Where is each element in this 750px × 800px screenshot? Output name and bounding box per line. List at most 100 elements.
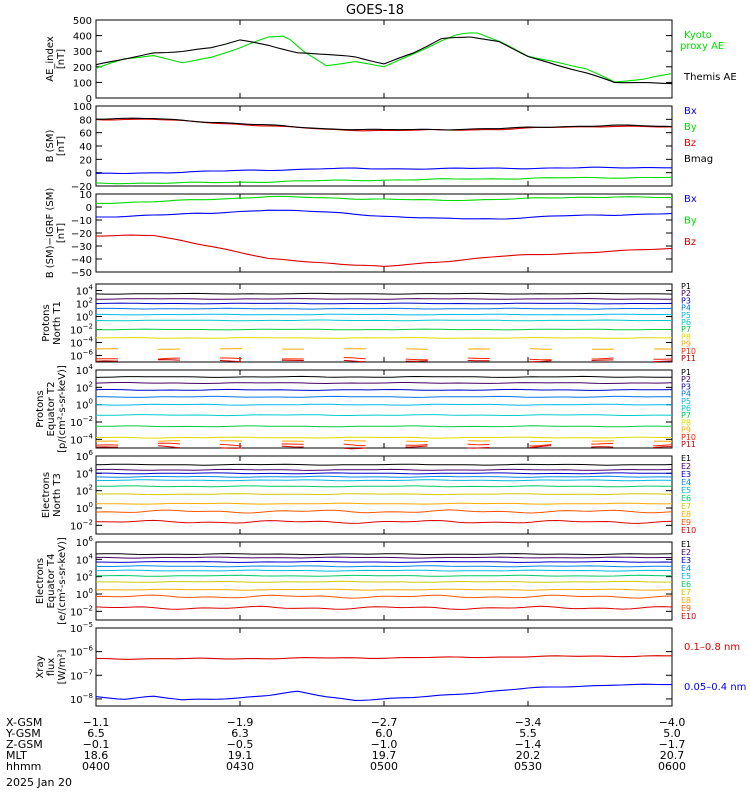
- channel-line: [95, 594, 673, 599]
- ephemeris-value: 0500: [370, 760, 398, 773]
- panel-frame: [95, 19, 673, 99]
- y-tick-label: 102: [76, 297, 93, 311]
- legend-label: Kyoto proxy AE: [680, 30, 724, 52]
- series-line: [95, 655, 672, 660]
- series-line: [95, 32, 673, 83]
- series-line: [95, 683, 672, 701]
- legend-label: Bmag: [684, 154, 713, 165]
- legend-label: Bz: [684, 138, 696, 149]
- legend-label: Themis AE: [683, 72, 737, 83]
- channel-label: P9: [681, 340, 691, 349]
- channel-line: [95, 479, 673, 482]
- channel-label: E6: [681, 580, 691, 589]
- series-line: [96, 209, 673, 220]
- y-tick-label: 40: [79, 142, 92, 153]
- channel-line: [95, 328, 673, 331]
- channel-line: [95, 519, 673, 524]
- y-axis-label: AE_index[nT]: [45, 36, 67, 82]
- channel-label: P3: [681, 382, 691, 391]
- channel-label: P1: [681, 282, 691, 291]
- y-tick-label: −40: [71, 255, 92, 266]
- channel-label: E9: [681, 604, 691, 613]
- ephemeris-value: 6.3: [231, 727, 249, 740]
- y-tick-label: 300: [73, 47, 92, 58]
- legend-label: 0.05–0.4 nm: [684, 682, 746, 693]
- channel-label: P7: [681, 411, 691, 420]
- y-tick-label: −30: [71, 242, 92, 253]
- y-axis-label: ProtonsEquator T2[p/(cm²-s-sr-keV)]: [35, 365, 68, 453]
- channel-line: [95, 468, 673, 471]
- ephemeris-value: −0.5: [227, 738, 254, 751]
- legend-label: Bz: [684, 237, 696, 248]
- ephemeris-row-label: hhmm: [6, 760, 41, 773]
- channel-line: [96, 337, 672, 339]
- channel-line: [95, 588, 673, 591]
- y-axis-label: ElectronsEquator T4[e/(cm²-s-sr-keV)]: [35, 537, 68, 625]
- y-tick-label: 104: [76, 284, 94, 298]
- y-tick-label: 100: [73, 78, 92, 89]
- legend-label: By: [684, 122, 697, 133]
- channel-label: P4: [681, 304, 691, 313]
- channel-line: [95, 375, 673, 378]
- series-line: [95, 195, 672, 204]
- y-tick-label: −20: [71, 229, 92, 240]
- y-axis-label: Xrayflux[W/m²]: [35, 649, 68, 684]
- ephemeris-value: −3.4: [515, 716, 542, 729]
- panel-frame: [95, 193, 673, 273]
- channel-line: [95, 463, 673, 466]
- channel-line: [95, 560, 673, 563]
- ephemeris-table: X-GSM −1.1 −1.9 −2.7 −3.4 −4.0 Y-GSM 6.5 6.3 6.0 5…: [5, 716, 686, 773]
- channel-line: [95, 319, 672, 322]
- channel-line: [96, 348, 672, 350]
- channel-line: [95, 292, 673, 295]
- channel-label: E7: [681, 588, 691, 597]
- y-tick-label: 100: [76, 310, 93, 324]
- y-tick-label: 10−4: [70, 336, 94, 350]
- channel-label: E10: [681, 612, 696, 621]
- legend-label: By: [684, 215, 697, 226]
- series-line: [96, 234, 673, 267]
- ephemeris-row-label: Y-GSM: [5, 727, 41, 740]
- y-tick-label: 102: [76, 380, 93, 394]
- y-axis-label: ProtonsNorth T1: [41, 301, 63, 345]
- channel-line: [95, 565, 673, 568]
- y-axis-label: B (SM)[nT]: [45, 129, 67, 162]
- channel-label: E4: [681, 564, 691, 573]
- channel-label: E2: [681, 548, 691, 557]
- ephemeris-value: 0600: [658, 760, 686, 773]
- y-tick-label: 100: [76, 501, 93, 515]
- y-tick-label: 10−8: [70, 692, 93, 706]
- y-tick-label: 60: [79, 129, 92, 140]
- legend-label: Bx: [684, 106, 697, 117]
- channel-line: [96, 574, 672, 577]
- channel-line: [96, 472, 673, 475]
- channel-label: E10: [681, 526, 696, 535]
- channel-line: [95, 553, 673, 556]
- channel-line: [95, 395, 672, 398]
- y-tick-label: 102: [76, 570, 93, 584]
- channel-label: P11: [681, 354, 696, 363]
- ephemeris-value: 5.0: [663, 727, 681, 740]
- y-tick-label: 10−2: [70, 518, 93, 532]
- channel-line: [96, 569, 672, 572]
- ephemeris-value: −1.7: [659, 738, 686, 751]
- ephemeris-value: −2.7: [371, 716, 398, 729]
- ephemeris-value: −1.9: [227, 716, 254, 729]
- series-line: [95, 176, 673, 185]
- y-tick-label: 10−6: [70, 645, 94, 659]
- y-tick-label: 104: [76, 466, 94, 480]
- y-tick-label: 0: [86, 169, 92, 180]
- channel-label: P8: [681, 418, 691, 427]
- series-line: [95, 36, 673, 85]
- channel-line: [95, 403, 673, 406]
- ephemeris-value: 19.1: [228, 749, 253, 762]
- ephemeris-row-label: MLT: [6, 749, 27, 762]
- y-tick-label: 10: [79, 190, 92, 201]
- y-tick-label: 10−2: [70, 604, 93, 618]
- channel-line: [95, 388, 673, 391]
- y-tick-label: −10: [71, 216, 92, 227]
- ephemeris-value: 20.7: [660, 749, 685, 762]
- channel-line: [95, 302, 673, 305]
- channel-line: [96, 439, 673, 443]
